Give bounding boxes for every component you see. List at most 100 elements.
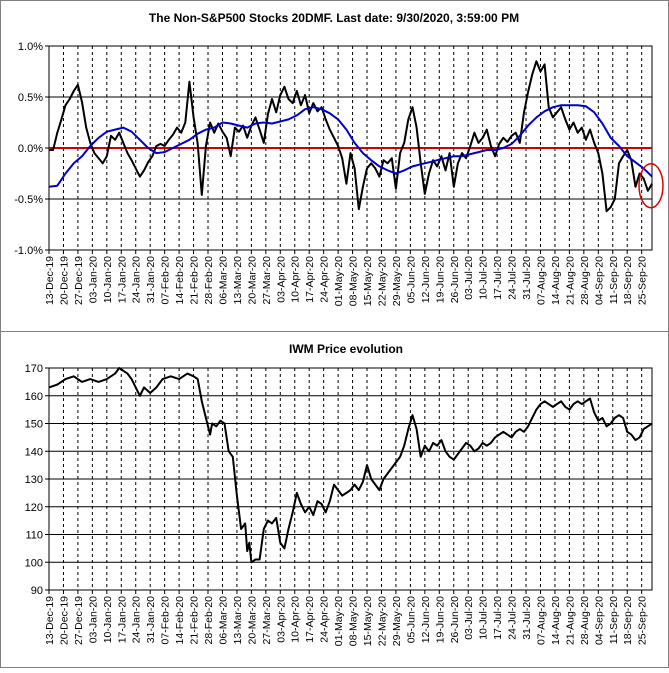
x-tick-label: 13-Mar-20 [232, 256, 244, 305]
x-tick-label: 10-Jul-20 [478, 256, 490, 300]
x-tick-label: 15-May-20 [362, 596, 374, 646]
x-tick-label: 08-May-20 [348, 256, 360, 306]
x-tick-label: 03-Jan-20 [87, 256, 99, 303]
x-tick-label: 28-Aug-20 [579, 256, 591, 305]
x-tick-label: 31-Jan-20 [145, 256, 157, 303]
x-tick-label: 04-Sep-20 [593, 256, 605, 305]
x-tick-label: 26-Jun-20 [449, 596, 461, 643]
x-tick-label: 14-Aug-20 [550, 256, 562, 305]
y-tick-label: -1.0% [14, 245, 43, 257]
x-tick-label: 27-Mar-20 [261, 256, 273, 305]
chart1-title: The Non-S&P500 Stocks 20DMF. Last date: … [149, 11, 519, 25]
x-tick-label: 19-Jun-20 [434, 256, 446, 303]
x-tick-label: 24-Apr-20 [319, 596, 331, 643]
x-tick-label: 12-Jun-20 [420, 596, 432, 643]
x-tick-label: 20-Dec-19 [58, 596, 70, 645]
x-tick-label: 26-Jun-20 [449, 256, 461, 303]
x-tick-label: 03-Apr-20 [275, 596, 287, 643]
x-tick-label: 25-Sep-20 [637, 596, 649, 645]
x-tick-label: 11-Sep-20 [608, 256, 620, 304]
x-tick-label: 12-Jun-20 [420, 256, 432, 303]
x-tick-label: 24-Jan-20 [131, 256, 143, 303]
x-tick-label: 24-Jul-20 [507, 256, 519, 300]
x-tick-label: 24-Jul-20 [507, 596, 519, 640]
highlight-ellipse [638, 162, 664, 209]
x-tick-label: 14-Feb-20 [174, 596, 186, 645]
x-tick-label: 28-Feb-20 [203, 256, 215, 305]
x-tick-label: 03-Jan-20 [87, 596, 99, 643]
x-tick-label: 28-Feb-20 [203, 596, 215, 645]
x-tick-label: 27-Dec-19 [73, 596, 85, 645]
y-tick-label: 90 [31, 585, 43, 597]
x-tick-label: 07-Aug-20 [535, 256, 547, 305]
x-tick-label: 17-Apr-20 [304, 596, 316, 643]
x-tick-label: 01-May-20 [333, 256, 345, 306]
x-tick-label: 07-Aug-20 [535, 596, 547, 645]
x-tick-label: 21-Feb-20 [189, 256, 201, 305]
x-tick-label: 01-May-20 [333, 596, 345, 646]
x-tick-label: 27-Mar-20 [261, 596, 273, 645]
x-tick-label: 05-Jun-20 [405, 596, 417, 643]
x-tick-label: 31-Jul-20 [521, 256, 533, 300]
x-tick-label: 13-Mar-20 [232, 596, 244, 645]
x-tick-label: 24-Jan-20 [131, 596, 143, 643]
x-tick-label: 20-Dec-19 [58, 256, 70, 305]
x-tick-label: 19-Jun-20 [434, 596, 446, 643]
y-tick-label: 150 [25, 419, 43, 431]
x-tick-label: 18-Sep-20 [622, 596, 634, 645]
x-tick-label: 27-Dec-19 [73, 256, 85, 305]
y-tick-label: 160 [25, 391, 43, 403]
series-line-black [49, 60, 653, 213]
series-line-black [48, 367, 653, 564]
x-tick-label: 05-Jun-20 [405, 256, 417, 303]
x-tick-label: 17-Jul-20 [492, 256, 504, 300]
x-tick-label: 13-Dec-19 [44, 596, 56, 645]
x-tick-label: 22-May-20 [376, 256, 388, 306]
x-tick-label: 10-Jan-20 [102, 596, 114, 643]
y-tick-label: 120 [25, 502, 43, 514]
y-tick-label: 170 [25, 363, 43, 375]
series-line-blue [48, 104, 653, 188]
x-tick-label: 10-Apr-20 [290, 256, 302, 303]
x-tick-label: 29-May-20 [391, 256, 403, 306]
x-tick-label: 24-Apr-20 [319, 256, 331, 303]
x-tick-label: 20-Mar-20 [246, 596, 258, 645]
x-tick-label: 03-Jul-20 [463, 596, 475, 640]
x-tick-label: 21-Feb-20 [189, 596, 201, 645]
x-tick-label: 10-Jul-20 [478, 596, 490, 640]
x-tick-label: 31-Jul-20 [521, 596, 533, 640]
x-tick-label: 17-Jan-20 [116, 596, 128, 643]
x-tick-label: 29-May-20 [391, 596, 403, 646]
x-tick-label: 25-Sep-20 [637, 256, 649, 305]
x-tick-label: 07-Feb-20 [160, 256, 172, 305]
x-tick-label: 07-Feb-20 [160, 596, 172, 645]
x-tick-label: 17-Jul-20 [492, 596, 504, 640]
x-tick-label: 21-Aug-20 [564, 256, 576, 305]
x-tick-label: 31-Jan-20 [145, 596, 157, 643]
y-tick-label: 130 [25, 474, 43, 486]
x-tick-label: 03-Apr-20 [275, 256, 287, 303]
x-tick-label: 11-Sep-20 [608, 596, 620, 644]
x-tick-label: 28-Aug-20 [579, 596, 591, 645]
x-tick-label: 10-Apr-20 [290, 596, 302, 643]
chart1-panel: 13-Dec-19 20-Dec-19 27-Dec-19 03-Jan-20 10-J… [14, 41, 664, 306]
x-tick-label: 06-Mar-20 [217, 596, 229, 645]
chart2-panel: 13-Dec-19 20-Dec-19 27-Dec-19 03-Jan-20 10-J… [25, 363, 653, 646]
x-tick-label: 21-Aug-20 [564, 596, 576, 645]
x-tick-label: 10-Jan-20 [102, 256, 114, 303]
x-tick-label: 20-Mar-20 [246, 256, 258, 305]
x-tick-label: 17-Jan-20 [116, 256, 128, 303]
x-tick-label: 18-Sep-20 [622, 256, 634, 305]
y-tick-label: 0.0% [18, 143, 43, 155]
x-tick-label: 06-Mar-20 [217, 256, 229, 305]
x-tick-label: 14-Aug-20 [550, 596, 562, 645]
y-tick-label: 100 [25, 557, 43, 569]
plot-area-border [48, 367, 653, 591]
x-tick-label: 13-Dec-19 [44, 256, 56, 305]
y-tick-label: 110 [25, 530, 43, 542]
y-tick-label: 0.5% [18, 92, 43, 104]
x-tick-label: 14-Feb-20 [174, 256, 186, 305]
